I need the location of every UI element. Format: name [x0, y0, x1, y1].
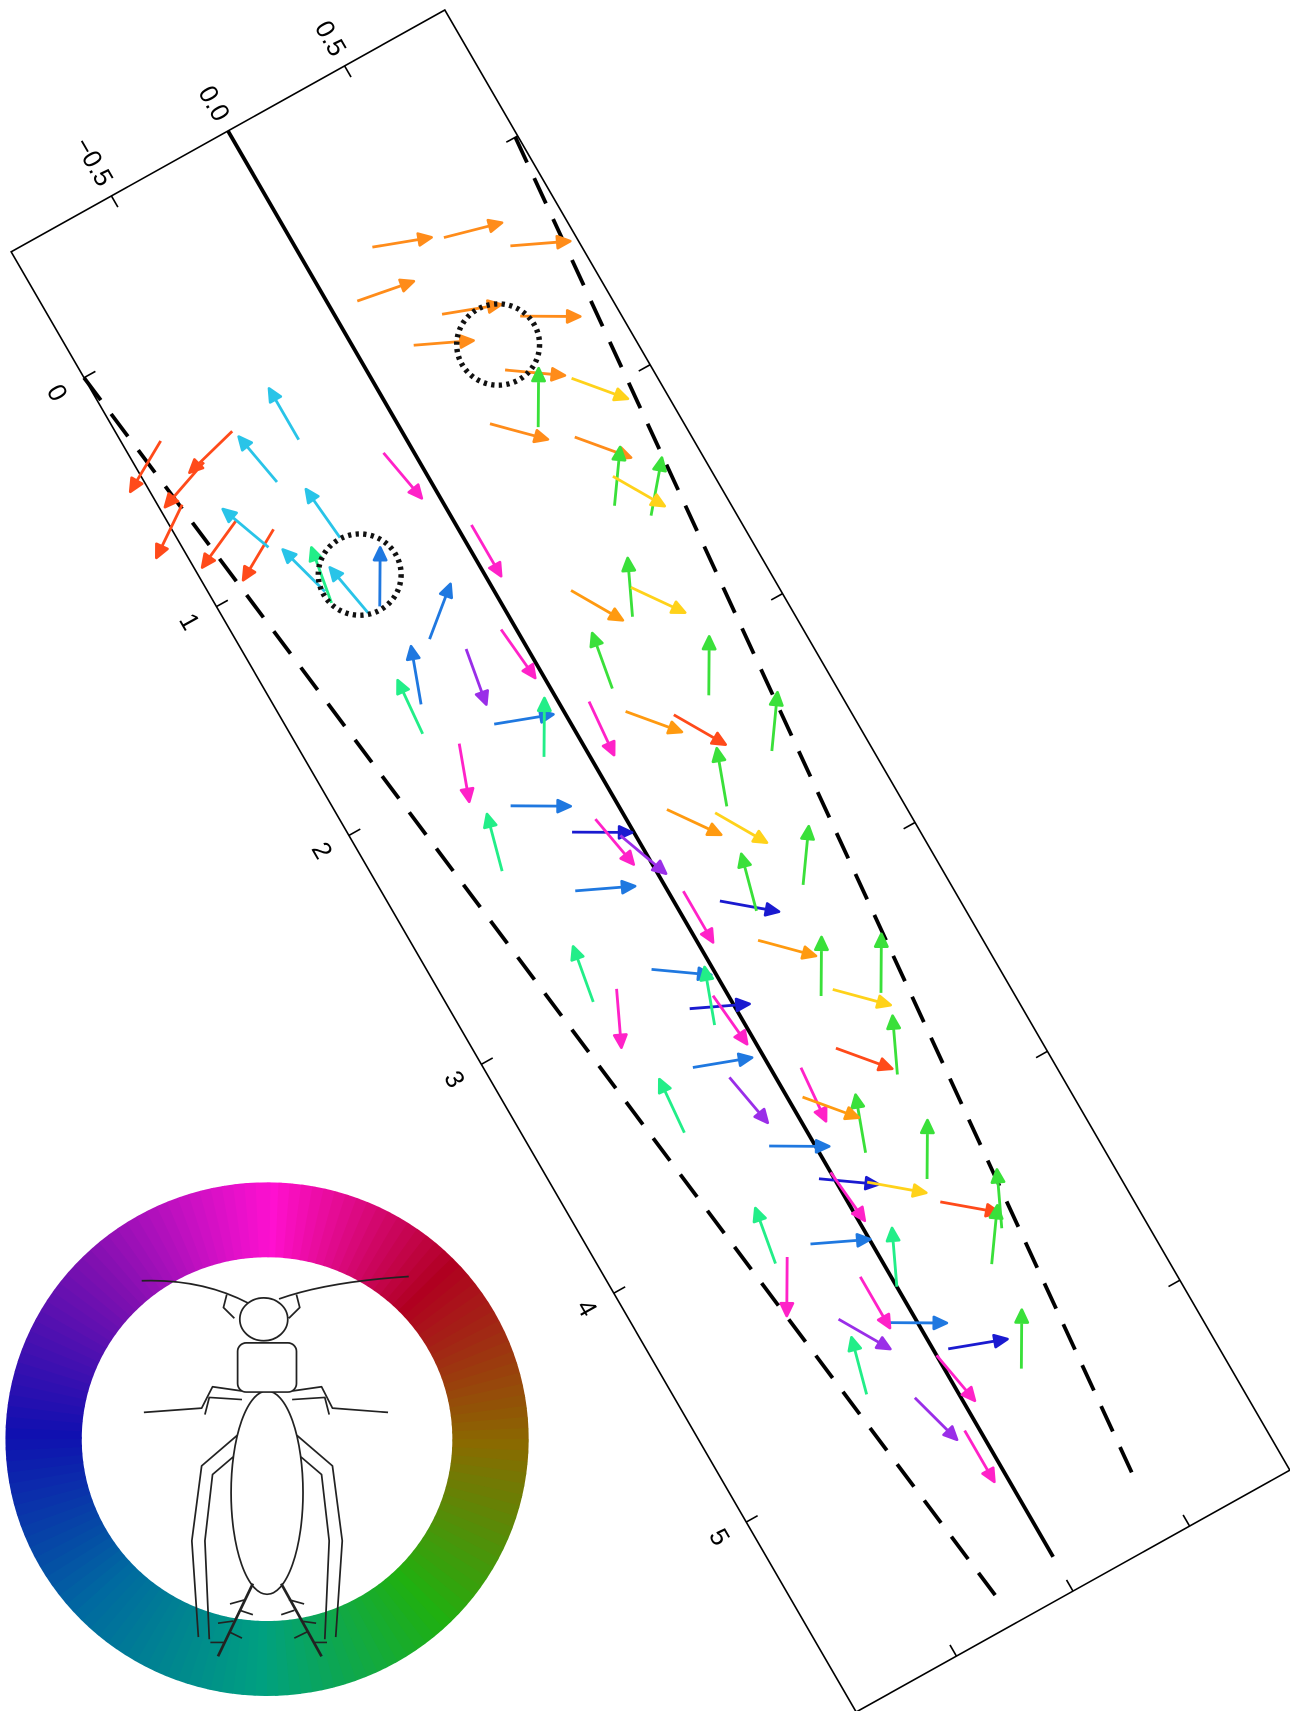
arrow [795, 937, 847, 996]
arrow [693, 1040, 753, 1086]
arrow [440, 744, 487, 803]
arrow [454, 649, 495, 706]
arrow [699, 748, 746, 807]
arrow [855, 1274, 895, 1331]
dashed-guide-line [84, 291, 995, 1683]
tick-mark [904, 822, 915, 828]
arrow [748, 692, 802, 751]
arrow [683, 636, 735, 695]
arrow [758, 920, 816, 977]
x-tick-label: 1 [173, 609, 205, 635]
arrow [372, 220, 432, 266]
tick-mark [771, 594, 782, 600]
arrow [414, 319, 474, 367]
tick-mark [1169, 1280, 1180, 1286]
arrow [590, 447, 644, 506]
dashed-guide-line [396, 137, 1254, 1480]
arrow [354, 547, 406, 606]
arrow [779, 826, 833, 885]
arrow [228, 529, 288, 580]
y-tick-label: 0.5 [309, 16, 352, 61]
arrow [139, 505, 199, 558]
arrow [746, 1206, 787, 1263]
arrow [510, 220, 570, 268]
figure: 0 1 2 3 4 5 −0.5 0.0 0.5 [0, 0, 1290, 1711]
arrow [867, 1160, 926, 1215]
tick-mark [349, 829, 360, 835]
arrow [948, 1322, 1008, 1368]
tick-mark [1183, 1515, 1189, 1526]
x-tick-label: 3 [438, 1067, 470, 1093]
arrow [606, 558, 655, 617]
arrow [564, 945, 605, 1002]
arrow [901, 1120, 953, 1179]
arrow [871, 1016, 920, 1075]
arrow [411, 584, 470, 639]
arrow [761, 1257, 813, 1316]
arrow [855, 934, 907, 993]
arrow [383, 446, 424, 503]
arrow [302, 486, 342, 543]
arrow [281, 542, 325, 600]
arrow [887, 1297, 947, 1348]
arrow [838, 1336, 882, 1394]
arrow [182, 431, 241, 474]
arrow [940, 1180, 999, 1235]
arrow [626, 693, 682, 751]
arrow [729, 1071, 770, 1128]
arrow [264, 386, 304, 443]
arrow [571, 576, 623, 635]
tick-mark [1067, 1580, 1073, 1591]
x-tick-label: 4 [570, 1295, 602, 1321]
tick-mark [345, 66, 351, 77]
tick-mark [216, 600, 227, 606]
plot-area: 0 1 2 3 4 5 −0.5 0.0 0.5 [0, 0, 1290, 1711]
arrow [511, 781, 571, 832]
solid-guide-line [228, 131, 1053, 1557]
tick-mark [614, 1287, 625, 1293]
arrow [631, 571, 685, 630]
tick-mark [639, 365, 650, 371]
page: 012345−0.50.00.5 (() => { const data = J… [0, 0, 1290, 1711]
x-tick-label: 0 [41, 380, 73, 406]
arrow [575, 865, 635, 913]
arrow [595, 989, 644, 1048]
arrow [915, 1389, 959, 1447]
arrow [572, 360, 628, 418]
chart: 0 1 2 3 4 5 −0.5 0.0 0.5 [0, 0, 1290, 1711]
arrow [769, 1121, 829, 1172]
arrow [836, 1030, 892, 1088]
x-tick-label: 5 [703, 1524, 735, 1550]
arrow [583, 631, 624, 688]
tick-mark [111, 196, 117, 207]
tick-mark [481, 1058, 492, 1064]
tick-mark [1036, 1051, 1047, 1057]
arrow [392, 678, 432, 735]
tick-mark [950, 1645, 956, 1656]
arrow [155, 462, 215, 508]
arrow [829, 1167, 869, 1224]
y-tick-label: −0.5 [68, 133, 118, 191]
arrow [937, 1349, 978, 1406]
tick-mark [746, 1516, 757, 1522]
y-tick-label: 0.0 [192, 81, 235, 126]
arrow [393, 646, 440, 705]
arrow [357, 272, 415, 313]
arrow [595, 812, 636, 869]
arrow [838, 1094, 885, 1153]
arrow [575, 418, 631, 476]
arrow [444, 209, 503, 252]
x-tick-label: 2 [306, 838, 338, 864]
arrow [667, 793, 721, 852]
arrow [653, 1077, 693, 1134]
arrow [474, 813, 518, 871]
arrow [715, 798, 767, 857]
arrow [236, 432, 277, 489]
arrow [870, 1228, 919, 1287]
tick-mark [84, 371, 95, 377]
arrow [728, 853, 772, 911]
